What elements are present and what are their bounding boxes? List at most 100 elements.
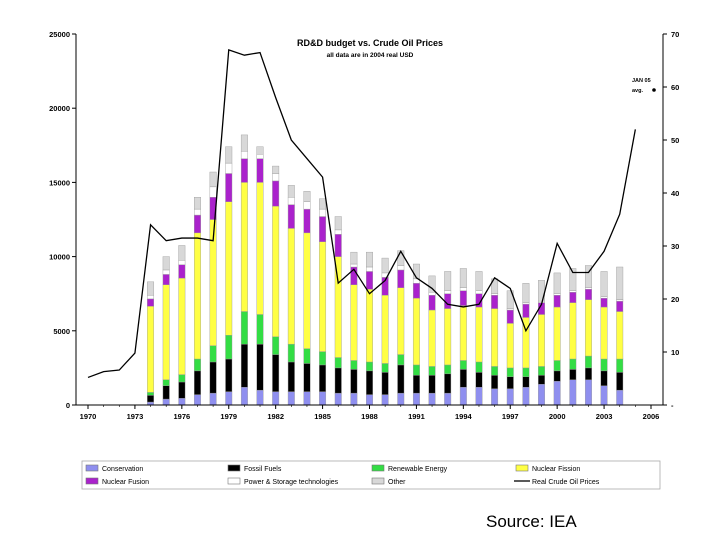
bar-segment-2002-3 [584,299,592,357]
bar-segment-1983-3 [287,228,295,345]
bar-segment-1985-5 [319,208,327,217]
bar-segment-1975-1 [162,385,170,400]
bar-segment-1995-6 [475,271,483,291]
bar-segment-2004-1 [616,372,624,391]
bar-segment-1983-1 [287,361,295,392]
bar-segment-1977-3 [194,232,201,360]
bar-segment-1994-4 [459,290,467,306]
bar-segment-1977-4 [194,214,201,234]
bar-segment-2003-0 [600,385,608,406]
bar-segment-1997-4 [506,309,514,324]
bar-segment-1975-6 [162,256,170,271]
oil-price-line-layer [87,49,636,379]
bar-segment-1976-4 [178,264,186,279]
bar-segment-1998-2 [522,367,530,377]
bar-segment-1992-0 [428,392,436,406]
bar-segment-1999-3 [538,314,545,367]
bar-segment-1981-6 [256,146,264,155]
x-tick-label: 1982 [267,412,284,421]
bar-segment-1990-0 [397,392,405,406]
x-tick-label: 1994 [455,412,473,421]
bar-segment-1995-2 [475,361,483,373]
bar-segment-2002-5 [584,287,592,290]
bar-segment-1982-6 [272,165,280,174]
y-left-tick-label: 10000 [49,253,70,262]
bar-segment-1979-4 [225,173,233,202]
bar-segment-1997-1 [506,376,514,389]
bar-segment-2001-6 [569,268,577,291]
bar-segment-1976-3 [178,277,186,375]
bar-segment-1986-6 [334,216,342,231]
bar-segment-2002-4 [584,289,592,300]
bar-segment-1985-2 [319,351,327,366]
bar-segment-1981-0 [256,389,264,406]
bar-segment-1975-3 [162,284,170,380]
bar-segment-1977-5 [194,208,201,216]
bar-segment-1995-0 [475,386,483,406]
bar-segment-2004-2 [616,358,624,373]
bar-segment-1978-5 [209,186,217,198]
bar-layer [147,134,624,406]
bar-segment-1979-6 [225,146,233,164]
bar-segment-1989-6 [381,257,389,274]
legend-swatch [227,464,241,472]
source-caption: Source: IEA [486,512,577,531]
bar-segment-1977-2 [194,358,201,372]
x-tick-label: 1997 [502,412,519,421]
bar-segment-1985-0 [319,391,327,406]
bar-segment-1983-5 [287,197,295,205]
bar-segment-1991-3 [412,297,420,366]
bar-segment-1991-1 [412,375,420,394]
y-right-tick-label: 30 [671,242,679,251]
bar-segment-2002-6 [584,265,592,288]
bar-segment-1993-2 [444,364,452,375]
bar-segment-1987-0 [350,392,358,406]
y-left-tick-label: 20000 [49,104,70,113]
bar-segment-1996-5 [491,293,499,296]
annotation-marker [652,88,656,92]
bar-segment-2001-1 [569,369,577,380]
bar-segment-1998-0 [522,386,530,406]
bar-segment-2004-0 [616,389,624,406]
bar-segment-1984-4 [303,208,311,234]
bar-segment-1990-2 [397,354,405,366]
bar-segment-2000-5 [553,293,561,296]
bar-segment-1976-5 [178,260,186,265]
bar-segment-2004-5 [616,299,624,302]
bar-segment-1981-3 [256,182,264,315]
bar-segment-1990-5 [397,265,405,271]
bar-segment-1997-2 [506,367,514,377]
bar-segment-1994-2 [459,360,467,370]
bar-segment-1979-2 [225,335,233,360]
legend-label: Power & Storage technologies [244,479,339,486]
y-right-tick-label: 10 [671,348,679,357]
bar-segment-1983-2 [287,343,295,363]
bar-segment-1998-6 [522,283,530,303]
bar-segment-1974-4 [147,298,155,307]
bar-segment-1978-2 [209,345,217,363]
bar-segment-1998-4 [522,303,530,318]
x-tick-label: 1973 [127,412,144,421]
bar-segment-1984-6 [303,191,311,202]
y-left-tick-label: 15000 [49,178,70,187]
bar-segment-1997-6 [506,290,514,309]
annotation-line2: avg. [632,88,643,94]
bar-segment-1991-0 [412,392,420,406]
bar-segment-1994-1 [459,369,467,388]
legend-label: Conservation [102,466,143,473]
bar-segment-2001-2 [569,358,577,370]
bar-segment-1996-0 [491,388,499,406]
bar-segment-1997-0 [506,388,514,406]
legend-swatch [85,477,99,485]
bar-segment-1986-2 [334,357,342,369]
bar-segment-1978-6 [209,171,217,188]
bar-segment-2000-4 [553,294,561,308]
bar-segment-1978-0 [209,392,217,406]
bar-segment-2003-5 [600,296,608,299]
bar-segment-2001-5 [569,290,577,293]
bar-segment-2002-0 [584,379,592,406]
bar-segment-1980-0 [240,386,248,406]
bar-segment-1991-2 [412,364,420,376]
bar-segment-1988-1 [366,370,373,395]
bar-segment-1990-4 [397,269,405,288]
